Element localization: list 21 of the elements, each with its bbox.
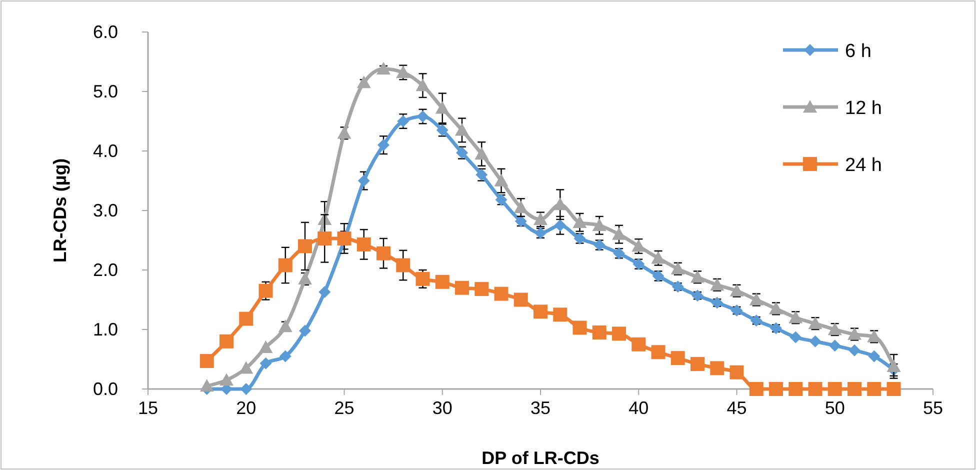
x-axis-title: DP of LR-CDs — [482, 448, 600, 468]
y-tick-label: 4.0 — [92, 141, 118, 161]
x-tick-label: 55 — [922, 398, 944, 418]
x-tick-label: 50 — [824, 398, 845, 418]
x-tick-label: 45 — [726, 398, 747, 418]
y-tick-label: 0.0 — [92, 379, 118, 399]
y-tick-label: 1.0 — [92, 320, 118, 340]
y-axis-title: LR-CDs (µg) — [50, 158, 70, 263]
x-tick-label: 25 — [334, 398, 354, 418]
legend-label: 12 h — [845, 98, 882, 119]
legend-label: 24 h — [845, 155, 882, 176]
x-tick-label: 30 — [432, 398, 452, 418]
y-tick-label: 2.0 — [92, 260, 118, 280]
legend-label: 6 h — [845, 41, 872, 62]
x-tick-label: 20 — [236, 398, 256, 418]
y-tick-label: 3.0 — [92, 200, 118, 220]
x-tick-label: 35 — [530, 398, 551, 418]
y-tick-label: 6.0 — [92, 22, 118, 42]
y-tick-label: 5.0 — [92, 82, 118, 102]
x-tick-label: 40 — [628, 398, 649, 418]
x-tick-label: 15 — [138, 398, 158, 418]
